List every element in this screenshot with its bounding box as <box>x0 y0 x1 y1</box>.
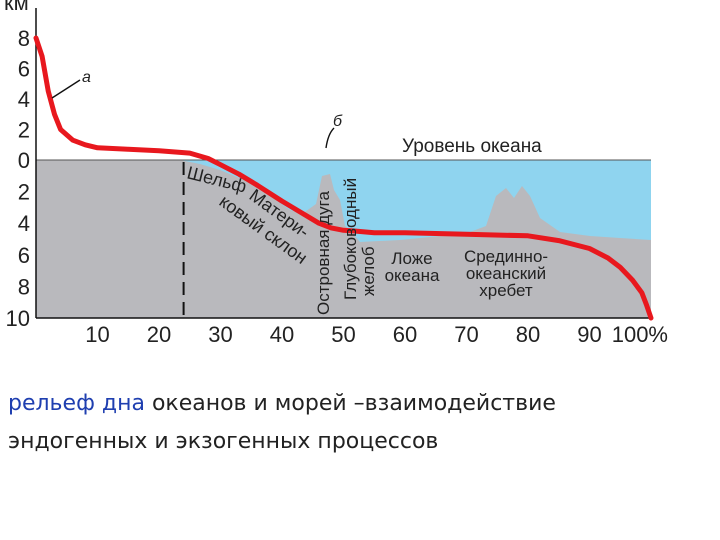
caption-line-1-rest: океанов и морей –взаимодействие <box>144 391 556 416</box>
y-tick-label: 2 <box>18 118 30 143</box>
x-tick-label: 60 <box>393 322 417 345</box>
land-background <box>36 8 651 160</box>
peak-label: б <box>333 113 343 130</box>
x-tick-label: 50 <box>331 322 355 345</box>
y-tick-label: 2 <box>18 180 30 205</box>
crust-profile-area <box>36 160 651 318</box>
ridge-label-line2: океанский <box>466 264 546 283</box>
x-tick-label: 90 <box>577 322 601 345</box>
ocean-floor-label-line1: Ложе <box>391 249 432 268</box>
y-unit-label: км <box>4 0 29 15</box>
x-tick-label: 40 <box>270 322 294 345</box>
trench-label-line2: желоб <box>359 246 378 296</box>
y-tick-label: 8 <box>18 274 30 299</box>
x-tick-label: 10 <box>85 322 109 345</box>
hypsometric-curve <box>33 35 654 321</box>
trench-label-line1: Глубоководный <box>341 178 360 300</box>
curve-label: а <box>82 69 91 86</box>
caption-highlight: рельеф дна <box>8 391 145 416</box>
ridge-label-line1: Срединно- <box>464 247 548 266</box>
peak-label-leader <box>325 127 335 149</box>
x-tick-label: 80 <box>516 322 540 345</box>
ocean-water <box>180 160 651 242</box>
ocean-floor-label-line2: океана <box>385 266 440 285</box>
y-tick-label: 4 <box>18 87 30 112</box>
island-arc-label: Островная дуга <box>314 191 333 315</box>
y-tick-label: 6 <box>18 243 30 268</box>
caption: рельеф дна океанов и морей –взаимодейств… <box>8 385 708 461</box>
caption-line-1: рельеф дна океанов и морей –взаимодейств… <box>8 385 708 423</box>
y-tick-label: 6 <box>18 57 30 82</box>
curve-label-leader <box>51 79 81 99</box>
x-tick-labels: 10 20 30 40 50 60 70 80 90 100% <box>85 322 668 345</box>
x-tick-label: 100% <box>612 322 668 345</box>
y-tick-labels: 8 6 4 2 0 2 4 6 8 10 <box>6 26 30 331</box>
y-tick-label: 4 <box>18 211 30 236</box>
x-tick-label: 20 <box>147 322 171 345</box>
caption-line-2: эндогенных и экзогенных процессов <box>8 429 439 454</box>
y-tick-label: 0 <box>18 148 30 173</box>
y-tick-label: 10 <box>6 306 30 331</box>
x-tick-label: 70 <box>454 322 478 345</box>
sea-level-label: Уровень океана <box>402 136 542 157</box>
y-tick-label: 8 <box>18 26 30 51</box>
ridge-label-line3: хребет <box>479 281 533 300</box>
x-tick-label: 30 <box>208 322 232 345</box>
